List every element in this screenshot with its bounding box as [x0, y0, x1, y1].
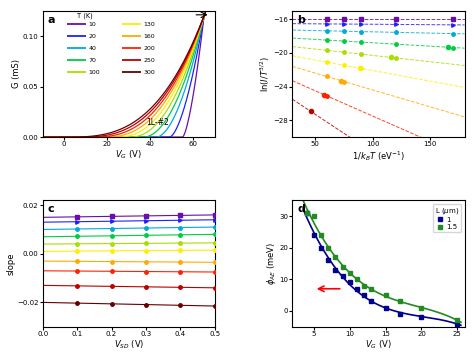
X-axis label: $V_G$ (V): $V_G$ (V) [115, 149, 142, 161]
Y-axis label: G (mS): G (mS) [12, 60, 21, 88]
Text: d: d [298, 204, 305, 214]
1 [361, 293, 367, 297]
Text: 130: 130 [144, 22, 155, 27]
Text: T (K): T (K) [77, 13, 93, 19]
Text: 300: 300 [144, 70, 155, 75]
Y-axis label: $\phi_{AE}$ (meV): $\phi_{AE}$ (meV) [265, 242, 278, 285]
Text: 200: 200 [144, 46, 155, 51]
1.5 [311, 214, 317, 218]
1 [383, 306, 389, 310]
Line: 1.5: 1.5 [304, 210, 460, 323]
1 [347, 280, 353, 285]
1.5 [333, 255, 338, 259]
Text: 250: 250 [144, 57, 155, 62]
1.5 [325, 246, 331, 250]
1.5 [318, 233, 324, 237]
X-axis label: $V_{SD}$ (V): $V_{SD}$ (V) [114, 338, 144, 351]
1 [354, 286, 360, 291]
1.5 [340, 265, 346, 269]
1.5 [354, 277, 360, 281]
Text: c: c [48, 204, 55, 214]
1.5 [455, 318, 460, 322]
1 [455, 321, 460, 326]
Text: b: b [298, 15, 305, 24]
X-axis label: $1/k_BT$ (eV$^{-1}$): $1/k_BT$ (eV$^{-1}$) [352, 149, 405, 163]
1 [340, 274, 346, 278]
1.5 [347, 271, 353, 275]
1 [368, 299, 374, 304]
1.5 [419, 306, 424, 310]
Text: 20: 20 [88, 33, 96, 38]
Line: 1: 1 [304, 210, 460, 326]
Text: 160: 160 [144, 33, 155, 38]
Y-axis label: slope: slope [7, 252, 16, 275]
1 [397, 312, 403, 316]
1.5 [397, 299, 403, 304]
Text: 70: 70 [88, 57, 96, 62]
X-axis label: $V_G$ (V): $V_G$ (V) [365, 338, 392, 351]
1.5 [361, 284, 367, 288]
Y-axis label: $\ln(I/T^{3/2})$: $\ln(I/T^{3/2})$ [258, 56, 272, 92]
Text: 100: 100 [88, 70, 100, 75]
1 [325, 258, 331, 262]
1 [333, 268, 338, 272]
Text: 1L-#2: 1L-#2 [146, 117, 169, 126]
Text: a: a [48, 15, 55, 24]
1.5 [383, 293, 389, 297]
1 [311, 233, 317, 237]
1.5 [304, 211, 310, 215]
1 [304, 211, 310, 215]
Text: 40: 40 [88, 46, 96, 51]
1 [419, 315, 424, 320]
Legend: 1, 1.5: 1, 1.5 [433, 204, 461, 232]
1.5 [368, 286, 374, 291]
1 [318, 246, 324, 250]
Text: 10: 10 [88, 22, 96, 27]
